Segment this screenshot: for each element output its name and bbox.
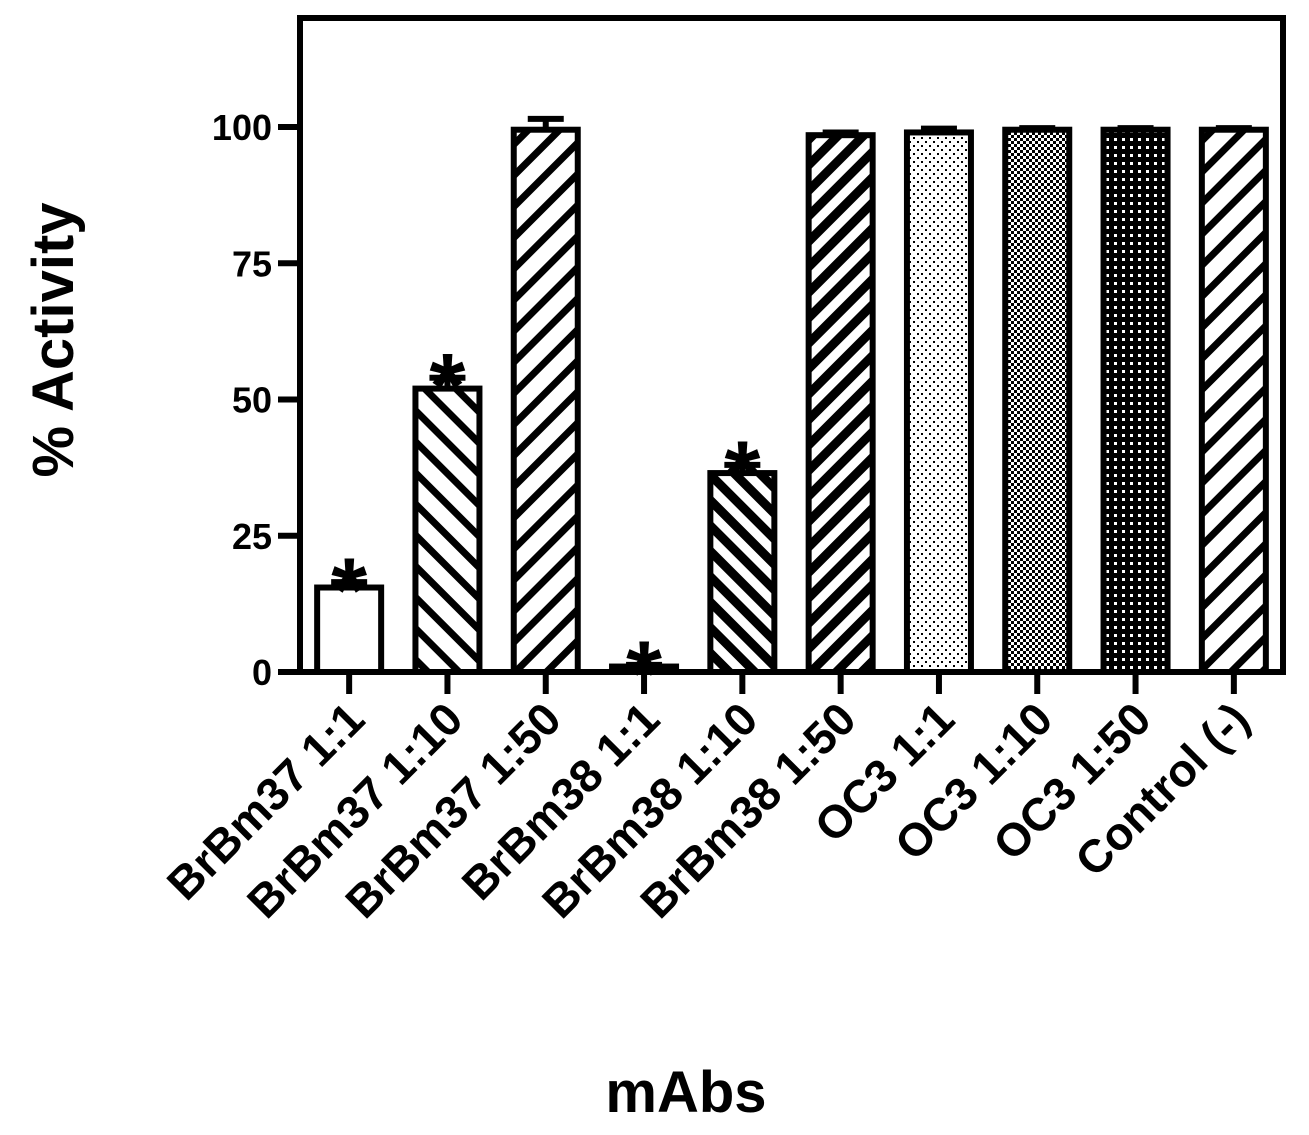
- y-axis: 0 25 50 75 100: [212, 107, 300, 693]
- y-tick-label: 100: [212, 107, 272, 148]
- bars: ****: [314, 115, 1269, 725]
- y-tick-label: 0: [252, 652, 272, 693]
- bar: [1198, 126, 1269, 676]
- bar: [805, 132, 876, 676]
- bar: [707, 470, 778, 676]
- y-tick-label: 25: [232, 516, 272, 557]
- y-tick-label: 50: [232, 380, 272, 421]
- bar: [1002, 126, 1073, 676]
- y-axis-title: % Activity: [21, 202, 86, 477]
- significance-marker: *: [430, 336, 466, 438]
- bar: [510, 126, 581, 676]
- bar: [903, 129, 974, 675]
- significance-marker: *: [331, 540, 367, 642]
- plot-border: [297, 15, 1286, 675]
- significance-marker: *: [724, 423, 760, 525]
- plot-frame: [297, 15, 1286, 675]
- x-axis-title: mAbs: [605, 1060, 766, 1125]
- y-tick-label: 75: [232, 243, 272, 284]
- bar: [1100, 126, 1171, 676]
